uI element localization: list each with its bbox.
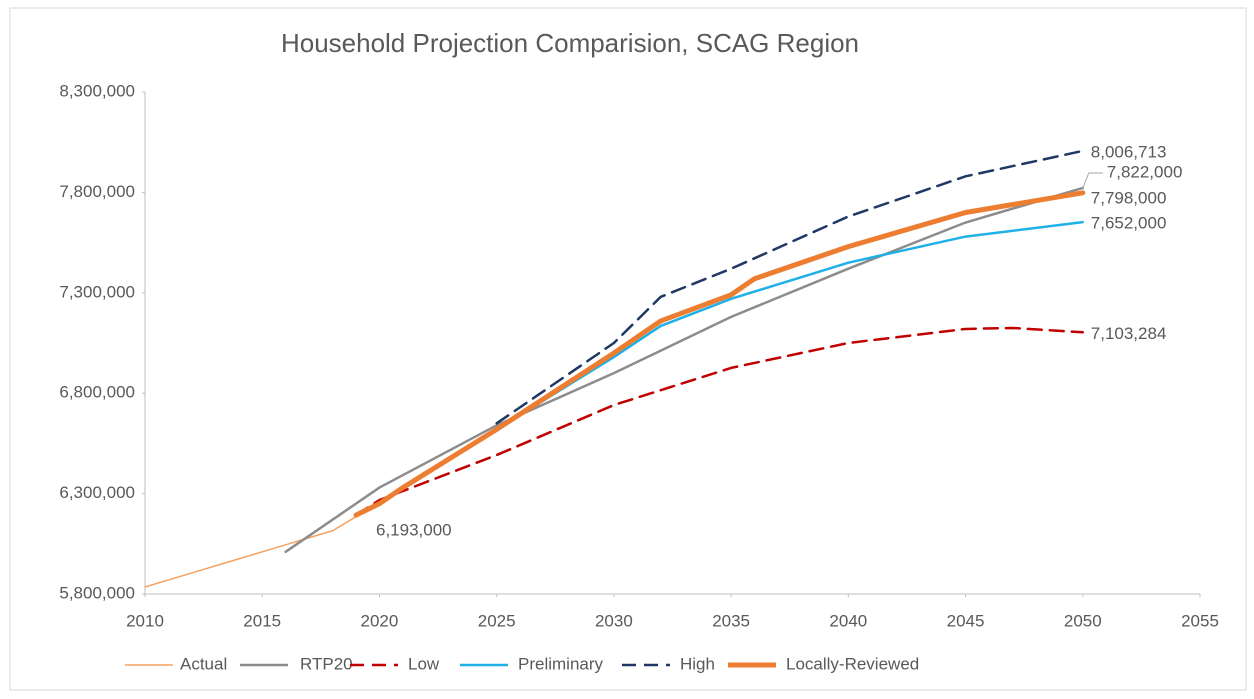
x-tick-label: 2015 xyxy=(243,611,281,630)
y-tick-label: 7,800,000 xyxy=(59,182,135,201)
legend-label: Locally-Reviewed xyxy=(786,654,919,673)
x-tick-label: 2010 xyxy=(126,611,164,630)
y-tick-label: 8,300,000 xyxy=(59,81,135,100)
y-tick-label: 5,800,000 xyxy=(59,583,135,602)
legend-label: Preliminary xyxy=(518,654,604,673)
legend-label: RTP20 xyxy=(300,654,353,673)
y-tick-label: 6,300,000 xyxy=(59,483,135,502)
x-tick-label: 2040 xyxy=(829,611,867,630)
data-label: 7,822,000 xyxy=(1107,162,1183,181)
y-tick-label: 7,300,000 xyxy=(59,282,135,301)
y-tick-label: 6,800,000 xyxy=(59,383,135,402)
series-line xyxy=(354,326,1085,517)
x-tick-label: 2025 xyxy=(478,611,516,630)
data-label: 7,652,000 xyxy=(1091,214,1167,233)
x-tick-label: 2030 xyxy=(595,611,633,630)
x-tick-label: 2020 xyxy=(361,611,399,630)
series-line xyxy=(144,515,357,588)
legend-label: Actual xyxy=(180,654,227,673)
legend-label: Low xyxy=(408,654,440,673)
data-label: 6,193,000 xyxy=(376,521,452,540)
x-tick-label: 2035 xyxy=(712,611,750,630)
chart-title: Household Projection Comparision, SCAG R… xyxy=(281,28,859,58)
label-leader xyxy=(1082,172,1103,189)
data-label: 7,798,000 xyxy=(1091,188,1167,207)
series-line xyxy=(284,186,1085,554)
data-label: 7,103,284 xyxy=(1091,324,1167,343)
x-tick-label: 2050 xyxy=(1064,611,1102,630)
x-tick-label: 2045 xyxy=(947,611,985,630)
series-line xyxy=(495,149,1085,425)
series-line xyxy=(353,190,1086,518)
data-label: 8,006,713 xyxy=(1091,142,1167,161)
x-tick-label: 2055 xyxy=(1181,611,1219,630)
legend-label: High xyxy=(680,654,715,673)
